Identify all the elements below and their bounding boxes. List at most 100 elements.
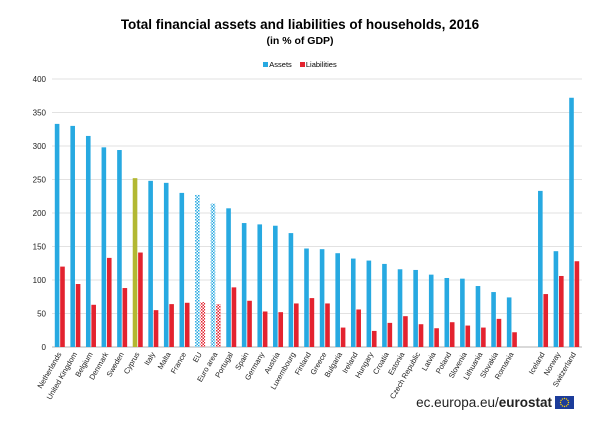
bar-liabilities	[278, 312, 284, 347]
x-tick-label: Cyprus	[122, 350, 142, 375]
bar-liabilities	[496, 318, 502, 347]
y-tick-label: 200	[33, 209, 47, 218]
bar-assets	[257, 224, 263, 347]
flag-star	[567, 403, 569, 406]
flag-star	[559, 401, 562, 404]
bar-liabilities	[231, 287, 237, 347]
x-tick-label: EU	[191, 351, 204, 365]
bar-liabilities	[75, 284, 81, 347]
bar-assets	[382, 263, 387, 347]
bar-liabilities	[449, 322, 455, 347]
bar-liabilities	[387, 322, 393, 347]
bar-liabilities	[106, 257, 112, 347]
y-tick-label: 250	[33, 176, 47, 185]
legend-item-liabilities: Liabilities	[299, 60, 337, 69]
chart-subtitle: (in % of GDP)	[266, 35, 334, 47]
bar-liabilities	[356, 309, 361, 347]
y-axis-tick-labels: 0 50 100 150 200 250 300 350 400	[33, 75, 47, 352]
legend-label-liabilities: Liabilities	[305, 60, 337, 69]
flag-star	[561, 398, 564, 400]
legend-swatch-liabilities	[299, 61, 305, 67]
bar-assets	[85, 135, 91, 347]
bar-liabilities	[169, 304, 174, 347]
bar-assets	[475, 286, 481, 347]
flag-star	[560, 399, 562, 402]
bar-liabilities	[543, 294, 549, 347]
bar-assets	[54, 123, 60, 347]
bar-assets	[241, 223, 247, 347]
bar-assets	[117, 150, 122, 347]
footer-brand: eurostat	[498, 395, 552, 410]
bar-assets	[319, 249, 325, 347]
bar-assets	[101, 147, 107, 347]
bar-assets	[210, 203, 216, 347]
eu-flag-icon	[555, 395, 574, 409]
y-tick-label: 0	[42, 343, 47, 352]
y-tick-label: 300	[33, 142, 47, 151]
bar-assets	[553, 251, 559, 347]
flag-star	[567, 399, 569, 402]
bar-liabilities	[122, 288, 128, 347]
flag-star	[565, 398, 568, 400]
bar-assets	[304, 248, 309, 347]
bar-liabilities	[403, 316, 408, 347]
bar-liabilities	[559, 275, 564, 347]
y-tick-label: 150	[33, 243, 47, 252]
bar-liabilities	[418, 324, 424, 347]
bar-chart: 0 50 100 150 200 250 300 350 400 NetherlandsUnit…	[33, 75, 582, 400]
bar-liabilities	[371, 330, 377, 347]
bar-liabilities	[216, 304, 221, 347]
legend-item-assets: Assets	[263, 60, 292, 69]
flag-star	[563, 397, 566, 400]
flag-star	[565, 405, 568, 407]
bar-assets	[195, 194, 200, 347]
y-tick-label: 100	[33, 276, 47, 285]
bar-liabilities	[574, 261, 580, 347]
bar-liabilities	[247, 300, 252, 347]
bar-assets	[366, 260, 372, 347]
flag-star	[561, 405, 564, 407]
y-tick-label: 350	[33, 109, 47, 118]
gridlines	[52, 78, 582, 348]
eurostat-footer: ec.europa.eu/eurostat	[416, 395, 574, 410]
bar-liabilities	[340, 327, 346, 347]
bar-liabilities	[91, 304, 96, 347]
bar-assets	[413, 269, 418, 347]
footer-domain: ec.europa.eu/	[416, 395, 499, 410]
x-tick-label: France	[169, 351, 188, 376]
legend-swatch-assets	[263, 61, 269, 67]
bar-assets	[163, 182, 169, 347]
bar-assets	[132, 178, 138, 347]
chart-title: Total financial assets and liabilities o…	[120, 17, 480, 32]
bar-assets	[226, 208, 231, 347]
bar-assets	[428, 274, 434, 347]
bar-liabilities	[465, 325, 471, 347]
bar-assets	[179, 192, 185, 347]
bar-liabilities	[325, 303, 330, 347]
bar-liabilities	[60, 266, 65, 347]
bar-assets	[148, 180, 153, 347]
legend-label-assets: Assets	[269, 60, 292, 69]
bar-assets	[569, 97, 574, 347]
bar-liabilities	[200, 302, 206, 347]
bar-liabilities	[153, 310, 159, 347]
bar-assets	[444, 277, 450, 347]
bar-assets	[335, 253, 340, 347]
bar-assets	[288, 233, 294, 347]
bar-assets	[506, 297, 512, 347]
bar-liabilities	[184, 302, 190, 347]
bar-liabilities	[481, 327, 486, 347]
y-tick-label: 400	[33, 75, 47, 84]
bar-assets	[273, 225, 278, 347]
flag-star	[560, 403, 562, 406]
bar-liabilities	[512, 332, 517, 347]
bar-assets	[460, 278, 465, 347]
bar-assets	[350, 258, 356, 347]
bar-liabilities	[294, 303, 299, 347]
bar-assets	[538, 190, 543, 347]
bar-liabilities	[138, 252, 143, 347]
bar-assets	[397, 269, 403, 347]
x-tick-label: Italy	[142, 350, 157, 367]
bar-liabilities	[262, 311, 268, 347]
bar-liabilities	[309, 298, 315, 347]
